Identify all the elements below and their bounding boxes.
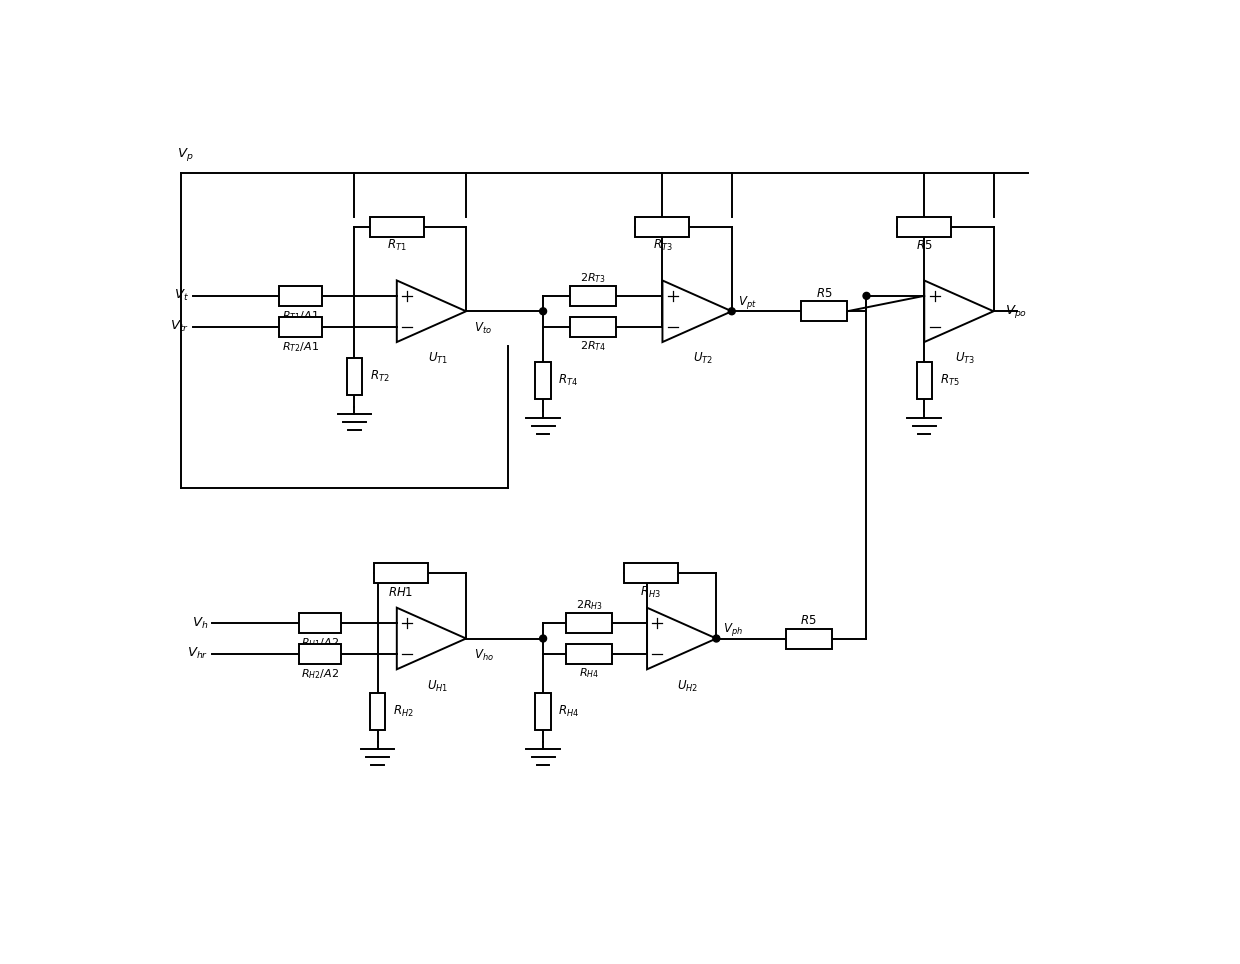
Text: $R_{H2}$: $R_{H2}$ bbox=[393, 704, 414, 719]
Text: $R_{H1}/A2$: $R_{H1}/A2$ bbox=[301, 636, 339, 650]
Bar bbox=[786, 629, 832, 649]
Text: $R5$: $R5$ bbox=[916, 239, 932, 253]
Bar bbox=[347, 359, 362, 395]
Text: $2R_{H3}$: $2R_{H3}$ bbox=[575, 599, 603, 612]
Text: $R_{T1}/A1$: $R_{T1}/A1$ bbox=[281, 309, 319, 323]
Text: $V_{hr}$: $V_{hr}$ bbox=[187, 646, 208, 661]
Text: $R_{T2}/A1$: $R_{T2}/A1$ bbox=[281, 339, 319, 354]
Bar bbox=[635, 217, 689, 236]
Bar bbox=[916, 362, 932, 399]
Text: $RH1$: $RH1$ bbox=[388, 586, 413, 599]
Bar bbox=[801, 302, 847, 321]
Text: $U_{H1}$: $U_{H1}$ bbox=[427, 679, 448, 694]
Bar bbox=[567, 644, 613, 664]
Text: $V_p$: $V_p$ bbox=[177, 147, 193, 164]
Text: $R_{T5}$: $R_{T5}$ bbox=[940, 373, 960, 388]
Text: $V_{to}$: $V_{to}$ bbox=[474, 321, 492, 335]
Text: $V_t$: $V_t$ bbox=[174, 288, 188, 304]
Bar bbox=[898, 217, 951, 236]
Bar bbox=[624, 563, 678, 583]
Text: $U_{H2}$: $U_{H2}$ bbox=[677, 679, 698, 694]
Circle shape bbox=[863, 292, 870, 300]
Text: $V_h$: $V_h$ bbox=[192, 616, 208, 630]
Bar bbox=[279, 286, 321, 306]
Text: $R5$: $R5$ bbox=[801, 614, 817, 628]
Text: $R_{H4}$: $R_{H4}$ bbox=[558, 704, 579, 719]
Text: $2R_{T3}$: $2R_{T3}$ bbox=[580, 271, 606, 285]
Bar bbox=[370, 693, 386, 730]
Text: $V_{ho}$: $V_{ho}$ bbox=[474, 648, 494, 663]
Text: $U_{T1}$: $U_{T1}$ bbox=[428, 351, 448, 366]
Circle shape bbox=[539, 635, 547, 642]
Bar bbox=[570, 316, 616, 336]
Text: $V_{tr}$: $V_{tr}$ bbox=[170, 319, 188, 335]
Bar bbox=[373, 563, 428, 583]
Bar bbox=[536, 693, 551, 730]
Text: $V_{pt}$: $V_{pt}$ bbox=[738, 293, 756, 310]
Text: $R_{T1}$: $R_{T1}$ bbox=[387, 238, 407, 254]
Circle shape bbox=[539, 308, 547, 314]
Circle shape bbox=[713, 635, 719, 642]
Text: $2R_{T4}$: $2R_{T4}$ bbox=[580, 339, 606, 353]
Bar bbox=[299, 613, 341, 633]
Bar bbox=[299, 644, 341, 664]
Text: $R_{H3}$: $R_{H3}$ bbox=[640, 585, 661, 600]
Text: $U_{T3}$: $U_{T3}$ bbox=[955, 351, 975, 366]
Text: $R_{T3}$: $R_{T3}$ bbox=[652, 238, 672, 254]
Bar bbox=[370, 217, 424, 236]
Text: $R5$: $R5$ bbox=[816, 287, 832, 300]
Text: $U_{T2}$: $U_{T2}$ bbox=[693, 351, 713, 366]
Text: $R_{H4}$: $R_{H4}$ bbox=[579, 666, 599, 680]
Bar bbox=[279, 316, 321, 336]
Text: $V_{ph}$: $V_{ph}$ bbox=[723, 621, 743, 638]
Text: $R_{T2}$: $R_{T2}$ bbox=[370, 369, 389, 385]
Text: $V_{po}$: $V_{po}$ bbox=[1006, 303, 1027, 320]
Circle shape bbox=[728, 308, 735, 314]
Bar bbox=[567, 613, 613, 633]
Text: $R_{T4}$: $R_{T4}$ bbox=[558, 373, 578, 388]
Text: $R_{H2}/A2$: $R_{H2}/A2$ bbox=[301, 667, 339, 681]
Bar bbox=[536, 362, 551, 399]
Bar bbox=[570, 286, 616, 306]
